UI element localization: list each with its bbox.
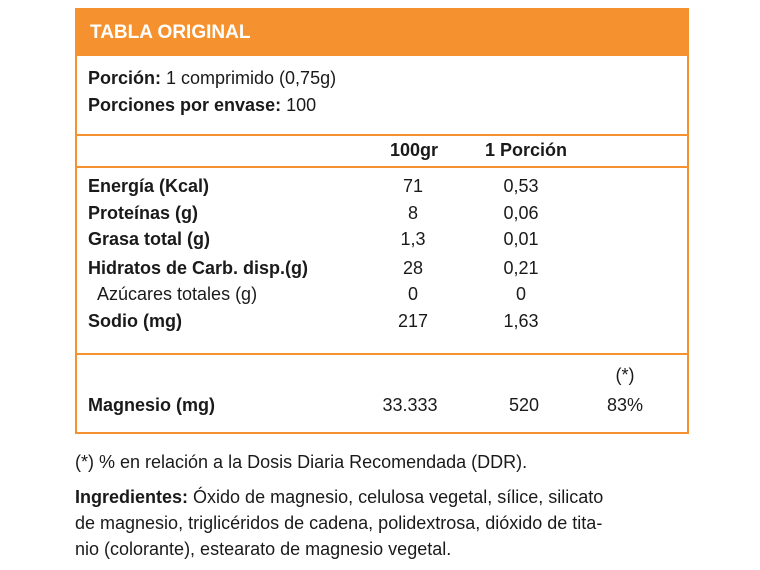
- ingredients-label: Ingredientes:: [75, 487, 189, 507]
- table-title: TABLA ORIGINAL: [90, 22, 251, 43]
- nutrient-label: Hidratos de Carb. disp.(g): [88, 258, 309, 278]
- nutrient-label: Proteínas (g): [88, 203, 199, 223]
- mineral-portion: 520: [508, 395, 540, 415]
- nutrient-label: Grasa total (g): [88, 229, 211, 249]
- ingredients-line: Óxido de magnesio, celulosa vegetal, síl…: [193, 487, 604, 507]
- per-100g: 0: [407, 284, 419, 304]
- mineral-label: Magnesio (mg): [88, 395, 216, 415]
- per-portion: 0,53: [503, 176, 539, 196]
- ddr-header: (*): [615, 365, 635, 385]
- portion-value: 1 comprimido (0,75g): [166, 68, 337, 88]
- per-portion: 0,21: [503, 258, 539, 278]
- per-100g: 217: [397, 311, 429, 331]
- column-header: 100gr: [389, 140, 439, 160]
- mineral-ddr: 83%: [606, 395, 644, 415]
- footnote: (*) % en relación a la Dosis Diaria Reco…: [75, 452, 528, 472]
- table-header: [77, 10, 687, 56]
- per-portion: 1,63: [503, 311, 539, 331]
- mineral-100g: 33.333: [382, 395, 438, 415]
- separator: [77, 353, 687, 355]
- nutrition-table: [75, 8, 689, 434]
- column-header: 1 Porción: [484, 140, 568, 160]
- servings-value: 100: [286, 95, 317, 115]
- per-portion: 0,01: [503, 229, 539, 249]
- per-portion: 0,06: [503, 203, 539, 223]
- portion-label: Porción:: [88, 68, 162, 88]
- ingredients-line: de magnesio, triglicéridos de cadena, po…: [75, 513, 603, 533]
- ingredients-line: nio (colorante), estearato de magnesio v…: [75, 539, 452, 559]
- per-100g: 8: [407, 203, 419, 223]
- nutrient-label: Energía (Kcal): [88, 176, 210, 196]
- separator: [77, 166, 687, 168]
- nutrient-label: Sodio (mg): [88, 311, 182, 331]
- per-100g: 71: [402, 176, 424, 196]
- per-portion: 0: [515, 284, 527, 304]
- separator: [77, 134, 687, 136]
- per-100g: 28: [402, 258, 424, 278]
- servings-label: Porciones por envase:: [88, 95, 282, 115]
- per-100g: 1,3: [400, 229, 426, 249]
- nutrient-label: Azúcares totales (g): [97, 284, 258, 304]
